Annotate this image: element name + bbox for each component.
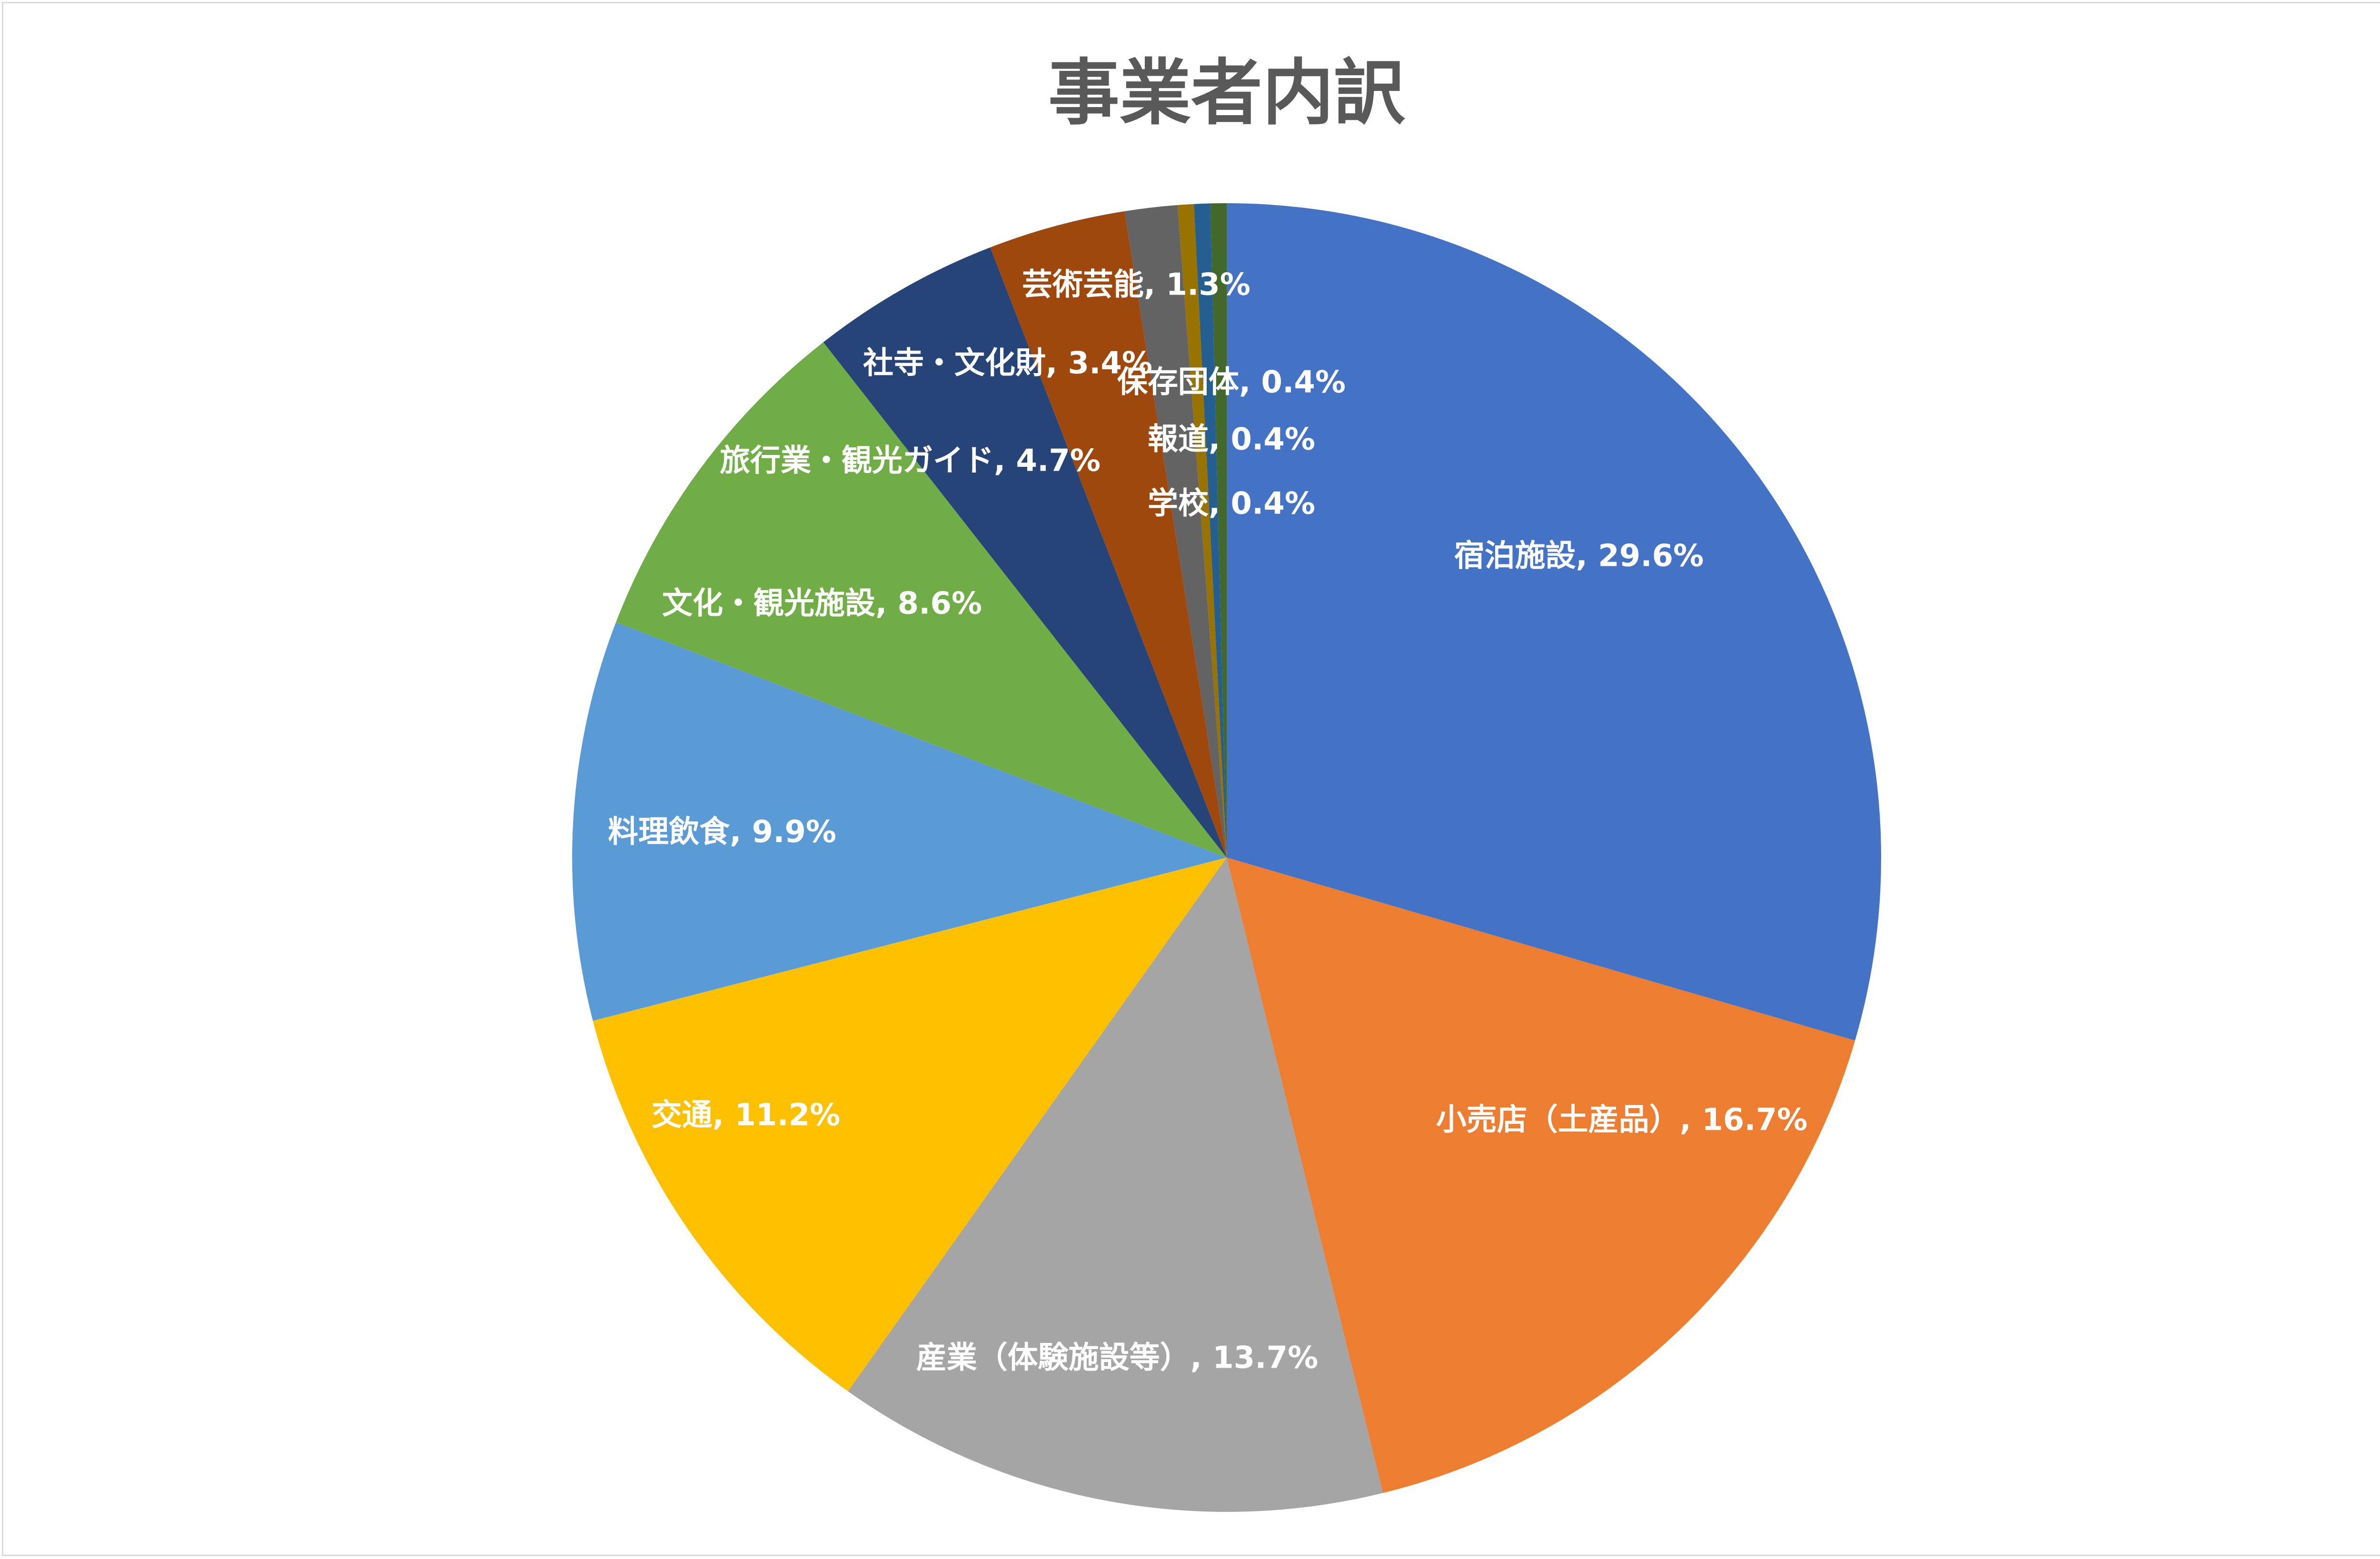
data-label-10: 保存団体, 0.4% xyxy=(1117,365,1346,400)
data-label-7: 旅行業・観光ガイド, 4.7% xyxy=(720,444,1101,479)
data-label-11: 報道, 0.4% xyxy=(1148,422,1315,457)
pie-slice-3 xyxy=(848,858,1383,1512)
data-label-9: 芸術芸能, 1.3% xyxy=(1022,267,1250,303)
pie-data-labels: 宿泊施設, 29.6% 小売店（土産品）, 16.7% 産業（体験施設等）, 13.… xyxy=(608,267,1807,1376)
data-label-4: 交通, 11.2% xyxy=(652,1098,841,1133)
pie-slice-6 xyxy=(616,342,1227,858)
data-label-12: 学校, 0.4% xyxy=(1148,486,1315,522)
data-label-5: 料理飲食, 9.9% xyxy=(608,815,836,850)
pie-chart: 事業者内訳 宿泊施設, 29.6% 小売店（土産品）, 16.7% 産業（体験施設等… xyxy=(572,52,1882,1512)
data-label-1: 宿泊施設, 29.6% xyxy=(1454,539,1704,574)
data-label-6: 文化・観光施設, 8.6% xyxy=(662,586,982,622)
pie-slice-4 xyxy=(593,858,1227,1391)
pie-slice-11 xyxy=(1194,203,1227,858)
pie-slice-5 xyxy=(572,622,1227,1021)
pie-slice-1 xyxy=(1227,203,1882,1041)
pie-slice-2 xyxy=(1227,858,1855,1493)
pie-slice-10 xyxy=(1177,204,1227,858)
pie-slice-7 xyxy=(823,247,1227,858)
pie-slices xyxy=(572,203,1882,1512)
pie-slice-12 xyxy=(1210,203,1227,858)
data-label-2: 小売店（土産品）, 16.7% xyxy=(1436,1103,1808,1138)
pie-slice-9 xyxy=(1124,205,1227,858)
chart-title: 事業者内訳 xyxy=(1048,52,1406,135)
data-label-3: 産業（体験施設等）, 13.7% xyxy=(916,1341,1319,1376)
data-label-8: 社寺・文化財, 3.4% xyxy=(863,346,1152,381)
pie-slice-8 xyxy=(990,211,1227,858)
